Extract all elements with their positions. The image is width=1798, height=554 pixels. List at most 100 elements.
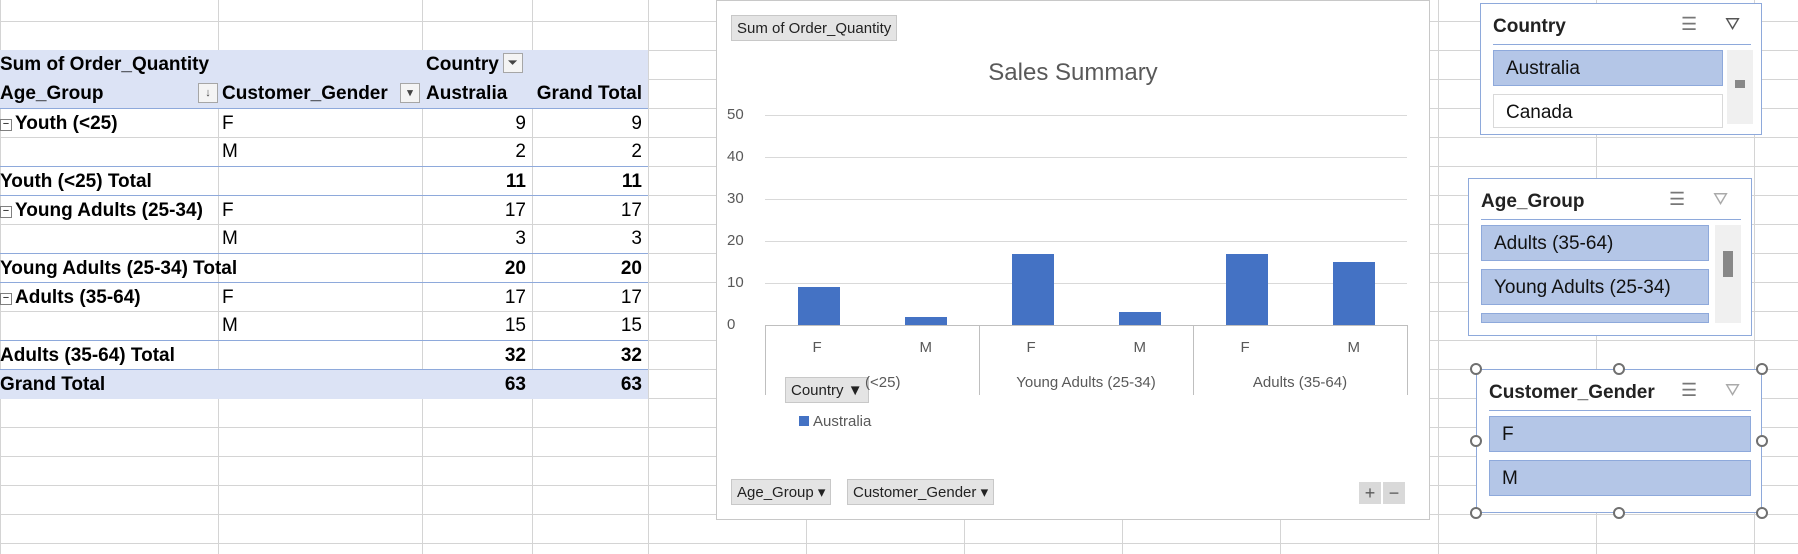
collapse-icon[interactable]: − [0, 119, 12, 131]
age-group-field-button[interactable]: Age_Group ▾ [731, 479, 832, 505]
pivot-country-header[interactable]: Country ⏷ [426, 50, 646, 79]
resize-handle[interactable] [1756, 363, 1768, 375]
resize-handle[interactable] [1613, 363, 1625, 375]
pivot-age-group-header[interactable]: Age_Group ↓ [0, 79, 218, 108]
table-row: M 2 2 [0, 137, 648, 166]
grand-total-value-cell[interactable]: 17 [620, 287, 642, 308]
slicer-item-young-adults[interactable]: Young Adults (25-34) [1481, 269, 1709, 305]
australia-value-cell[interactable]: 3 [515, 228, 526, 249]
grand-total-value-cell[interactable]: 3 [631, 228, 642, 249]
slicer-item-partial[interactable] [1481, 313, 1709, 323]
australia-value-cell[interactable]: 9 [515, 113, 526, 134]
gridline [765, 157, 1407, 158]
x-tick-label: M [1347, 339, 1361, 356]
x-tick-label: F [812, 339, 822, 356]
collapse-icon[interactable]: − [0, 293, 12, 305]
resize-handle[interactable] [1613, 507, 1625, 519]
row-label-cell[interactable]: − Youth (<25) [0, 109, 218, 138]
multi-select-icon[interactable]: ☰ [1669, 189, 1686, 209]
legend[interactable]: Australia [799, 413, 871, 430]
bar[interactable] [904, 316, 947, 325]
slicer-scrollbar[interactable] [1727, 50, 1753, 124]
table-row-subtotal: Young Adults (25-34) Total 20 20 [0, 253, 648, 283]
country-field-button[interactable]: Country ▼ [785, 377, 869, 403]
bar[interactable] [797, 287, 840, 325]
gender-cell[interactable]: M [222, 228, 238, 249]
grand-total-value-cell[interactable]: 20 [620, 258, 642, 279]
clear-filter-icon[interactable]: ⛛ [1725, 380, 1741, 400]
expand-field-icon[interactable]: + [1359, 482, 1381, 504]
grand-total-value-cell[interactable]: 32 [620, 345, 642, 366]
resize-handle[interactable] [1756, 435, 1768, 447]
measure-field-button[interactable]: Sum of Order_Quantity [731, 15, 898, 41]
australia-value-cell[interactable]: 32 [504, 345, 526, 366]
row-label-cell[interactable]: − Adults (35-64) [0, 283, 218, 312]
grand-total-value-cell[interactable]: 17 [620, 200, 642, 221]
bar[interactable] [1225, 253, 1268, 325]
multi-select-icon[interactable]: ☰ [1681, 14, 1698, 34]
pivot-australia-header[interactable]: Australia [426, 83, 508, 104]
multi-select-icon[interactable]: ☰ [1681, 380, 1698, 400]
slicer-item-australia[interactable]: Australia [1493, 50, 1723, 86]
country-field-label: Country [791, 382, 844, 399]
collapse-icon[interactable]: − [0, 206, 12, 218]
australia-value-cell[interactable]: 17 [504, 200, 526, 221]
resize-handle[interactable] [1470, 507, 1482, 519]
table-row: − Youth (<25) F 9 9 [0, 108, 648, 138]
slicer-item-m[interactable]: M [1489, 460, 1751, 496]
age-group-field-label: Age_Group [737, 484, 814, 501]
scroll-thumb[interactable] [1723, 251, 1733, 277]
country-slicer[interactable]: Country ☰ ⛛ Australia Canada [1480, 3, 1762, 135]
australia-value-cell[interactable]: 11 [505, 171, 526, 192]
gender-slicer[interactable]: Customer_Gender ☰ ⛛ F M [1476, 369, 1762, 513]
australia-value-cell[interactable]: 15 [504, 315, 526, 336]
row-label[interactable]: Adults (35-64) Total [0, 345, 175, 366]
age-group-slicer[interactable]: Age_Group ☰ ⛛ Adults (35-64) Young Adult… [1468, 178, 1752, 336]
australia-value-cell[interactable]: 20 [504, 258, 526, 279]
row-label-cell[interactable]: − Young Adults (25-34) [0, 196, 218, 225]
grand-total-value-cell[interactable]: 15 [620, 315, 642, 336]
row-label[interactable]: Grand Total [0, 374, 106, 395]
row-label[interactable]: Youth (<25) Total [0, 171, 152, 192]
gender-cell[interactable]: F [222, 287, 234, 308]
slicer-scrollbar[interactable] [1715, 225, 1741, 323]
pivot-chart[interactable]: Sum of Order_Quantity Sales Summary Coun… [716, 0, 1430, 520]
slicer-item-adults[interactable]: Adults (35-64) [1481, 225, 1709, 261]
resize-handle[interactable] [1470, 435, 1482, 447]
clear-filter-icon[interactable]: ⛛ [1713, 189, 1729, 209]
pivot-header-row-2: Age_Group ↓ Customer_Gender ▾ Australia Gr… [0, 79, 648, 108]
scroll-thumb[interactable] [1735, 80, 1745, 88]
australia-value-cell[interactable]: 17 [504, 287, 526, 308]
resize-handle[interactable] [1470, 363, 1482, 375]
grand-total-value-cell[interactable]: 11 [621, 171, 642, 192]
australia-value-cell[interactable]: 2 [515, 141, 526, 162]
slicer-divider [1489, 410, 1751, 411]
gender-dropdown-icon[interactable]: ▾ [400, 83, 420, 103]
gender-cell[interactable]: F [222, 200, 234, 221]
country-filter-icon[interactable]: ⏷ [502, 52, 523, 73]
bar[interactable] [1332, 262, 1375, 325]
slicer-item-canada[interactable]: Canada [1493, 94, 1723, 128]
collapse-field-icon[interactable]: − [1383, 482, 1405, 504]
grand-total-value-cell[interactable]: 9 [631, 113, 642, 134]
clear-filter-icon[interactable]: ⛛ [1725, 14, 1741, 34]
chart-title[interactable]: Sales Summary [988, 59, 1158, 86]
australia-value-cell[interactable]: 63 [504, 374, 526, 395]
pivot-gender-header[interactable]: Customer_Gender ▾ [222, 79, 420, 108]
age-group-sort-icon[interactable]: ↓ [198, 83, 218, 103]
gender-cell[interactable]: F [222, 113, 234, 134]
gender-field-button[interactable]: Customer_Gender ▾ [847, 479, 995, 505]
pivot-grand-total-header[interactable]: Grand Total [536, 83, 642, 104]
gender-cell[interactable]: M [222, 315, 238, 336]
bar[interactable] [1011, 253, 1054, 325]
resize-handle[interactable] [1756, 507, 1768, 519]
gender-cell[interactable]: M [222, 141, 238, 162]
dropdown-icon: ▾ [817, 484, 826, 501]
bar[interactable] [1118, 312, 1161, 325]
slicer-item-f[interactable]: F [1489, 416, 1751, 452]
pivot-measure-header[interactable]: Sum of Order_Quantity [0, 54, 210, 75]
grand-total-value-cell[interactable]: 63 [620, 374, 642, 395]
grand-total-value-cell[interactable]: 2 [631, 141, 642, 162]
row-label[interactable]: Young Adults (25-34) Total [0, 258, 238, 279]
table-row-subtotal: Youth (<25) Total 11 11 [0, 166, 648, 196]
